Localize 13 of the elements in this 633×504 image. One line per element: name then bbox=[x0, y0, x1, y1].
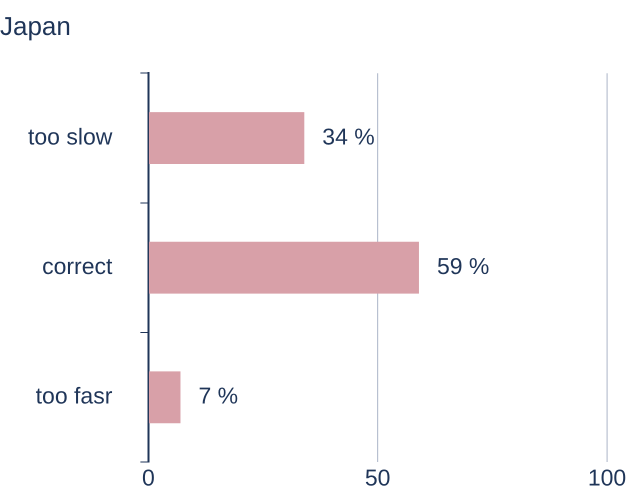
x-tick-label: 100 bbox=[588, 464, 626, 490]
bar bbox=[148, 242, 419, 294]
bar bbox=[148, 112, 304, 164]
chart-title: Japan bbox=[0, 10, 71, 41]
data-label: 59 % bbox=[436, 253, 490, 280]
y-tick-label: correct bbox=[42, 253, 113, 280]
x-tick-label: 0 bbox=[142, 464, 155, 490]
bar bbox=[148, 371, 180, 424]
x-tick-label: 50 bbox=[364, 464, 390, 490]
data-label: 34 % bbox=[322, 123, 375, 150]
y-tick-label: too slow bbox=[28, 123, 113, 150]
data-label: 7 % bbox=[198, 382, 238, 409]
y-tick-label: too fasr bbox=[36, 382, 113, 409]
